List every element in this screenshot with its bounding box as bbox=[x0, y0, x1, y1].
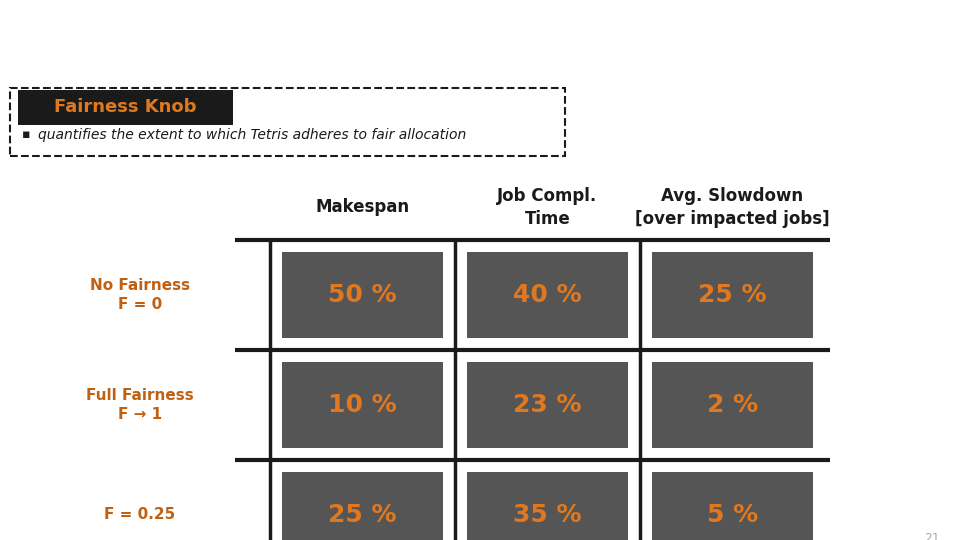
Text: Makespan: Makespan bbox=[316, 198, 410, 217]
Text: F = 0.25: F = 0.25 bbox=[105, 508, 176, 522]
Bar bbox=[467, 472, 628, 540]
Text: 25 %: 25 % bbox=[698, 283, 767, 307]
Text: 5 %: 5 % bbox=[707, 503, 758, 527]
Text: 21: 21 bbox=[924, 532, 940, 540]
Bar bbox=[467, 252, 628, 338]
Text: ▪: ▪ bbox=[22, 129, 31, 141]
Bar bbox=[282, 472, 443, 540]
Text: 40 %: 40 % bbox=[514, 283, 582, 307]
Text: 35 %: 35 % bbox=[514, 503, 582, 527]
Bar bbox=[10, 88, 565, 156]
Bar bbox=[282, 252, 443, 338]
Text: 25 %: 25 % bbox=[328, 503, 396, 527]
Bar bbox=[467, 362, 628, 448]
Text: Avg. Slowdown
[over impacted jobs]: Avg. Slowdown [over impacted jobs] bbox=[636, 187, 829, 227]
Bar bbox=[282, 362, 443, 448]
Bar bbox=[652, 472, 813, 540]
Bar bbox=[652, 362, 813, 448]
Text: 10 %: 10 % bbox=[328, 393, 396, 417]
Text: quantifies the extent to which Tetris adheres to fair allocation: quantifies the extent to which Tetris ad… bbox=[38, 128, 467, 142]
Text: Fairness: Fairness bbox=[24, 30, 181, 63]
Bar bbox=[18, 90, 233, 125]
Text: 50 %: 50 % bbox=[328, 283, 396, 307]
Text: No Fairness
F = 0: No Fairness F = 0 bbox=[90, 278, 190, 312]
Text: Fairness Knob: Fairness Knob bbox=[55, 98, 197, 117]
Text: Job Compl.
Time: Job Compl. Time bbox=[497, 187, 598, 227]
Text: 23 %: 23 % bbox=[514, 393, 582, 417]
Text: 2 %: 2 % bbox=[707, 393, 758, 417]
Text: Full Fairness
F → 1: Full Fairness F → 1 bbox=[86, 388, 194, 422]
Bar bbox=[652, 252, 813, 338]
